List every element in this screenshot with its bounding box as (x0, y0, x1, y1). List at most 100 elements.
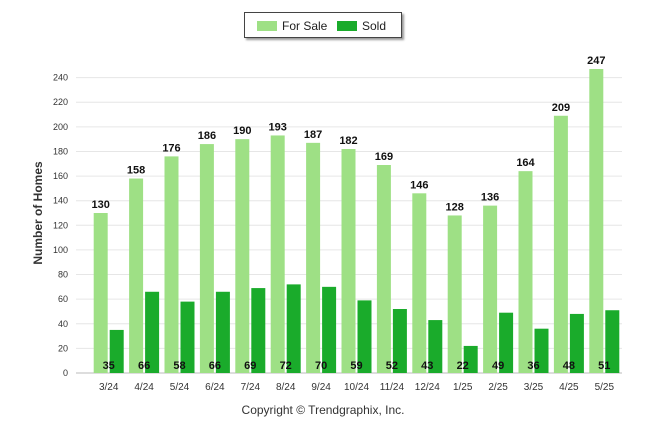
data-label-for-sale: 247 (587, 55, 605, 67)
data-label-sold: 59 (350, 360, 362, 372)
legend-item-for-sale[interactable]: For Sale (257, 19, 327, 33)
data-label-sold: 36 (527, 360, 539, 372)
legend-label-for-sale: For Sale (282, 19, 328, 33)
data-label-for-sale: 158 (127, 165, 145, 177)
data-label-for-sale: 193 (269, 121, 287, 133)
data-labels: 130 35 158 66 176 58 186 66 190 69 193 72 187 70 182 59… (92, 55, 611, 372)
data-label-for-sale: 164 (516, 157, 535, 169)
bar-sold[interactable] (251, 288, 266, 373)
x-tick-label: 4/25 (559, 382, 579, 393)
x-tick-label: 8/24 (276, 382, 296, 393)
y-tick-label: 160 (53, 171, 68, 181)
data-label-sold: 66 (209, 360, 221, 372)
y-tick-label: 100 (53, 245, 68, 255)
data-label-for-sale: 130 (92, 199, 110, 211)
data-label-sold: 70 (315, 360, 327, 372)
data-label-sold: 22 (457, 360, 469, 372)
x-tick-label: 10/24 (344, 382, 369, 393)
legend-swatch-for-sale (257, 21, 277, 31)
bar-sold[interactable] (569, 313, 584, 373)
bar-for-sale[interactable] (341, 149, 356, 373)
legend-label-sold: Sold (362, 19, 387, 33)
data-label-for-sale: 169 (375, 151, 393, 163)
bar-sold[interactable] (392, 309, 407, 373)
bar-sold[interactable] (534, 328, 549, 373)
data-label-for-sale: 128 (446, 201, 464, 213)
y-tick-label: 120 (53, 220, 68, 230)
data-label-for-sale: 136 (481, 192, 499, 204)
bar-for-sale[interactable] (483, 205, 498, 373)
data-label-for-sale: 190 (233, 125, 251, 137)
bar-for-sale[interactable] (270, 135, 285, 373)
bars (93, 69, 620, 374)
bar-sold[interactable] (463, 345, 478, 373)
bar-for-sale[interactable] (518, 171, 533, 373)
bar-for-sale[interactable] (199, 144, 214, 373)
bar-for-sale[interactable] (412, 193, 427, 373)
bar-sold[interactable] (145, 291, 160, 373)
bar-sold[interactable] (499, 312, 514, 373)
bar-sold[interactable] (357, 300, 372, 373)
y-axis-label: Number of Homes (31, 161, 45, 265)
y-tick-label: 180 (53, 146, 68, 156)
x-tick-label: 5/25 (595, 382, 615, 393)
y-tick-label: 220 (53, 97, 68, 107)
data-label-for-sale: 182 (339, 135, 357, 147)
x-tick-label: 11/24 (380, 382, 405, 393)
y-tick-label: 200 (53, 122, 68, 132)
x-tick-label: 3/24 (99, 382, 119, 393)
bar-sold[interactable] (322, 286, 337, 373)
bar-sold[interactable] (109, 329, 124, 373)
y-tick-label: 240 (53, 73, 68, 83)
bar-sold[interactable] (428, 320, 443, 373)
x-tick-label: 2/25 (488, 382, 508, 393)
legend-swatch-sold (337, 21, 357, 31)
x-tick-label: 5/24 (170, 382, 190, 393)
x-tick-label: 9/24 (311, 382, 331, 393)
bar-for-sale[interactable] (376, 165, 391, 373)
x-tick-label: 7/24 (241, 382, 261, 393)
bar-for-sale[interactable] (447, 215, 462, 373)
data-label-for-sale: 187 (304, 129, 322, 141)
y-tick-label: 140 (53, 196, 68, 206)
x-tick-label: 1/25 (453, 382, 473, 393)
data-label-sold: 69 (244, 360, 256, 372)
bar-sold[interactable] (286, 284, 301, 373)
bar-for-sale[interactable] (589, 69, 604, 373)
data-label-sold: 51 (598, 360, 610, 372)
x-axis-ticks: 3/24 4/24 5/24 6/24 7/24 8/24 9/24 10/24 11/24 12… (99, 382, 615, 393)
data-label-for-sale: 186 (198, 130, 216, 142)
bar-sold[interactable] (180, 301, 195, 373)
x-tick-label: 6/24 (205, 382, 225, 393)
data-label-sold: 58 (173, 360, 185, 372)
bar-sold[interactable] (605, 310, 620, 373)
bar-for-sale[interactable] (129, 178, 144, 373)
bar-for-sale[interactable] (235, 139, 250, 373)
data-label-sold: 72 (280, 360, 292, 372)
data-label-for-sale: 209 (552, 102, 570, 114)
copyright-text: Copyright © Trendgraphix, Inc. (241, 403, 405, 417)
bar-for-sale[interactable] (306, 142, 321, 373)
bar-sold[interactable] (215, 291, 230, 373)
legend-item-sold[interactable]: Sold (337, 19, 386, 33)
x-tick-label: 12/24 (415, 382, 440, 393)
y-axis-ticks: 0 20 40 60 80 100 120 140 160 180 200 220 240 (53, 73, 68, 378)
data-label-sold: 52 (386, 360, 398, 372)
y-tick-label: 20 (58, 343, 68, 353)
y-tick-label: 0 (63, 368, 68, 378)
bar-for-sale[interactable] (553, 115, 568, 374)
bar-for-sale[interactable] (93, 213, 108, 373)
data-label-sold: 43 (421, 360, 433, 372)
legend: For Sale Sold (244, 12, 402, 38)
data-label-sold: 66 (138, 360, 150, 372)
y-tick-label: 60 (58, 294, 68, 304)
bar-for-sale[interactable] (164, 156, 179, 373)
x-tick-label: 4/24 (134, 382, 154, 393)
x-tick-label: 3/25 (524, 382, 544, 393)
data-label-sold: 48 (563, 360, 575, 372)
data-label-for-sale: 176 (162, 142, 180, 154)
y-tick-label: 80 (58, 270, 68, 280)
y-tick-label: 40 (58, 319, 68, 329)
data-label-for-sale: 146 (410, 179, 428, 191)
